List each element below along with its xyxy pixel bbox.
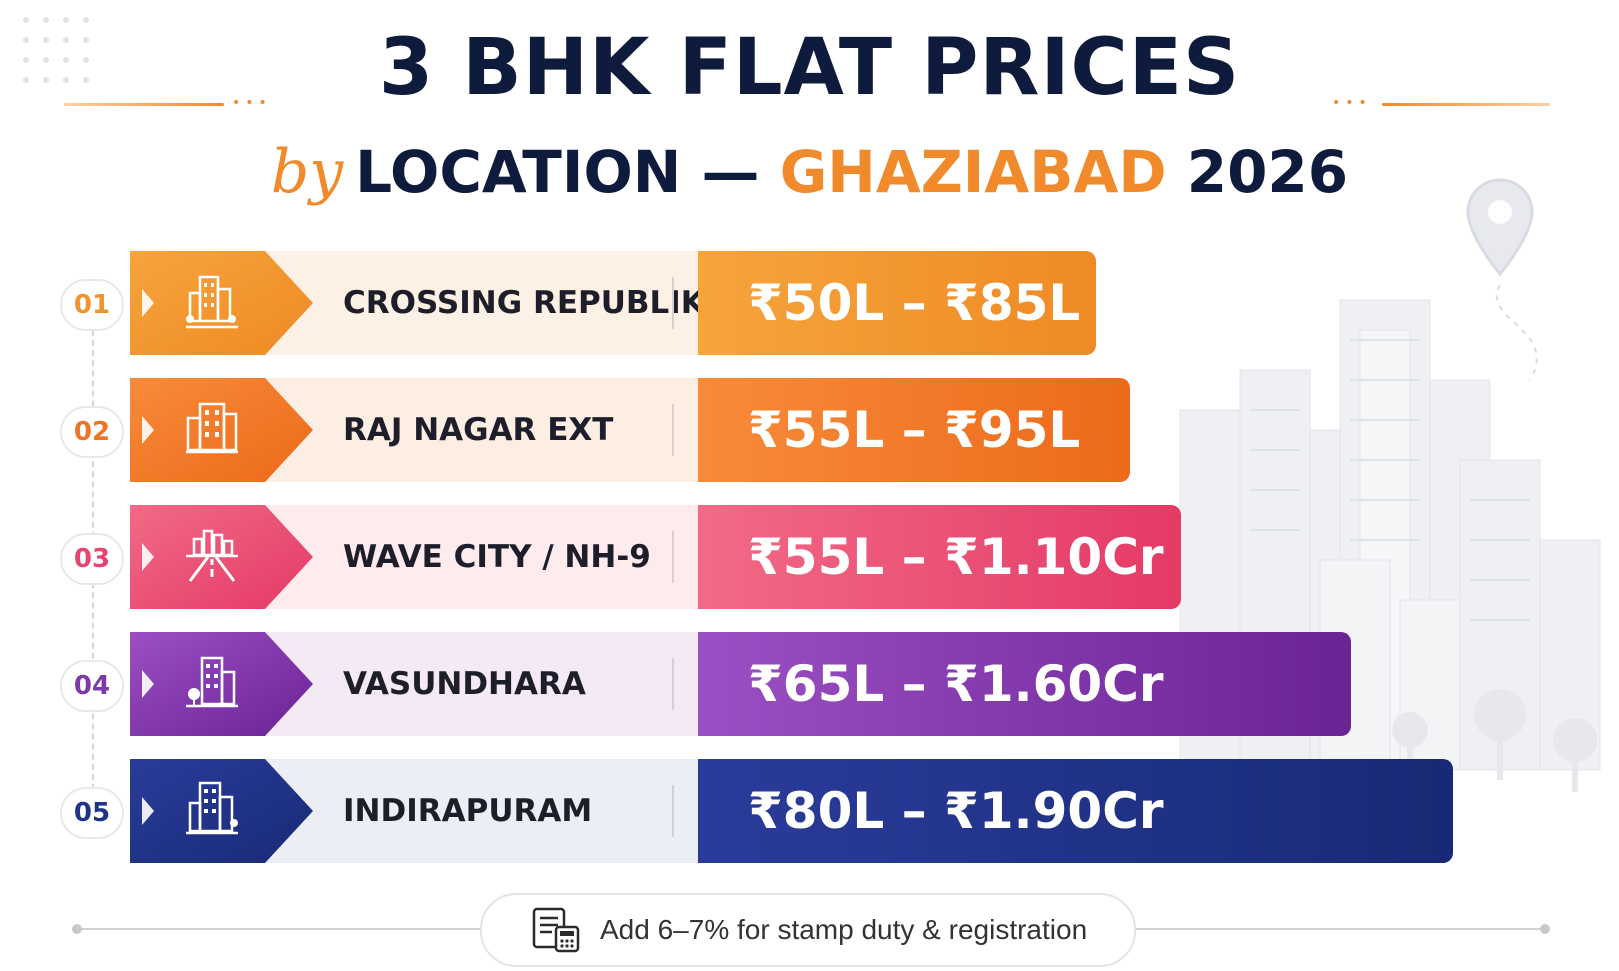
title-city: GHAZIABAD <box>779 138 1167 206</box>
arrow-tab <box>130 759 313 863</box>
footer-left-dot <box>72 924 82 934</box>
title-left-line <box>64 103 224 106</box>
arrow-tab <box>130 378 313 482</box>
location-pin-icon <box>1466 178 1534 277</box>
row-number-badge: 01 <box>60 279 124 331</box>
title-location: LOCATION — <box>355 138 760 206</box>
tower-icon <box>186 656 238 708</box>
chart-row: 04 VASUNDHARA ₹65L – ₹1.60Cr <box>0 632 1619 736</box>
price-range-bar <box>698 378 1130 482</box>
chart-row: 05 INDIRAPURAM ₹80L – ₹1.90Cr <box>0 759 1619 863</box>
arrow-tab <box>130 251 313 355</box>
footer-right-dot <box>1540 924 1550 934</box>
chart-title: 3 BHK FLAT PRICES <box>378 23 1241 113</box>
location-label: WAVE CITY / NH-9 <box>343 539 651 575</box>
chart-row: 03 WAVE CITY / NH-9 ₹55L – ₹1.10Cr <box>0 505 1619 609</box>
price-range-label: ₹80L – ₹1.90Cr <box>748 782 1164 840</box>
price-range-bar <box>698 251 1096 355</box>
title-right-dots: ••• <box>1332 95 1372 111</box>
apartment-icon <box>186 402 238 454</box>
footer-note-text: Add 6–7% for stamp duty & registration <box>600 914 1088 945</box>
title-by: by <box>270 137 344 207</box>
decorative-dot-grid <box>23 17 89 83</box>
price-range-bar <box>698 505 1181 609</box>
location-label: INDIRAPURAM <box>343 793 593 829</box>
footer-note: Add 6–7% for stamp duty & registration <box>480 893 1136 967</box>
label-divider <box>672 404 674 456</box>
label-divider <box>672 277 674 329</box>
highway-city-icon <box>186 529 238 582</box>
chart-row: 01 CROSSING REPUBLIK ₹50L – ₹85L <box>0 251 1619 355</box>
footer-left-line <box>78 928 480 930</box>
price-range-bar <box>698 759 1453 863</box>
label-divider <box>672 658 674 710</box>
location-label: CROSSING REPUBLIK <box>343 285 705 321</box>
arrow-tab <box>130 505 313 609</box>
row-number-badge: 05 <box>60 787 124 839</box>
price-range-label: ₹65L – ₹1.60Cr <box>748 655 1164 713</box>
row-number-badge: 02 <box>60 406 124 458</box>
arrow-tab <box>130 632 313 736</box>
title-year: 2026 <box>1186 138 1349 206</box>
row-number-badge: 03 <box>60 533 124 585</box>
price-range-bar <box>698 632 1351 736</box>
price-range-label: ₹50L – ₹85L <box>748 274 1081 332</box>
label-divider <box>672 531 674 583</box>
label-divider <box>672 785 674 837</box>
location-label: RAJ NAGAR EXT <box>343 412 614 448</box>
price-range-label: ₹55L – ₹95L <box>748 401 1081 459</box>
title-left-dots: ••• <box>232 95 272 111</box>
document-calculator-icon <box>532 907 580 953</box>
buildings-icon <box>186 275 238 329</box>
location-label: VASUNDHARA <box>343 666 586 702</box>
price-range-label: ₹55L – ₹1.10Cr <box>748 528 1164 586</box>
footer-right-line <box>1132 928 1544 930</box>
skyscraper-icon <box>186 781 238 835</box>
title-right-line <box>1382 103 1550 106</box>
row-number-badge: 04 <box>60 660 124 712</box>
chart-row: 02 RAJ NAGAR EXT ₹55L – ₹95L <box>0 378 1619 482</box>
chart-subtitle: by LOCATION — GHAZIABAD 2026 <box>0 132 1619 212</box>
